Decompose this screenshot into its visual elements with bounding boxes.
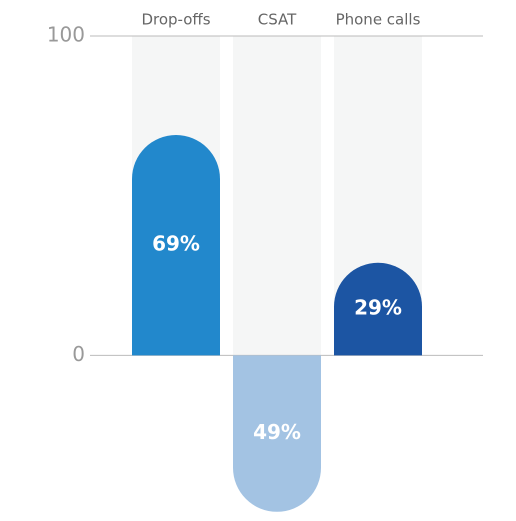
bar <box>233 355 321 512</box>
column-background <box>233 36 321 356</box>
y-tick-label: 0 <box>72 342 85 366</box>
value-label: 49% <box>253 420 301 444</box>
category-label: Phone calls <box>336 11 421 29</box>
category-label: Drop-offs <box>141 11 210 29</box>
category-label: CSAT <box>258 11 297 29</box>
value-label: 69% <box>152 232 200 256</box>
y-tick-label: 100 <box>47 23 85 47</box>
bar <box>132 134 220 356</box>
value-label: 29% <box>354 296 402 320</box>
bar <box>334 262 422 356</box>
